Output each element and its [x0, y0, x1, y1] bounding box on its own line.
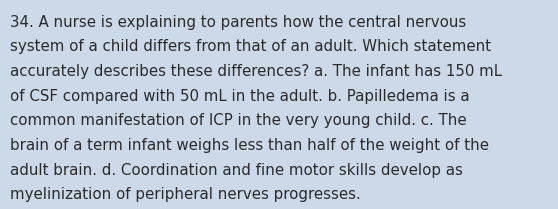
Text: system of a child differs from that of an adult. Which statement: system of a child differs from that of a…: [10, 39, 491, 54]
Text: brain of a term infant weighs less than half of the weight of the: brain of a term infant weighs less than …: [10, 138, 489, 153]
Text: common manifestation of ICP in the very young child. c. The: common manifestation of ICP in the very …: [10, 113, 466, 128]
Text: of CSF compared with 50 mL in the adult. b. Papilledema is a: of CSF compared with 50 mL in the adult.…: [10, 89, 470, 104]
Text: accurately describes these differences? a. The infant has 150 mL: accurately describes these differences? …: [10, 64, 502, 79]
Text: adult brain. d. Coordination and fine motor skills develop as: adult brain. d. Coordination and fine mo…: [10, 163, 463, 178]
Text: myelinization of peripheral nerves progresses.: myelinization of peripheral nerves progr…: [10, 187, 361, 202]
Text: 34. A nurse is explaining to parents how the central nervous: 34. A nurse is explaining to parents how…: [10, 15, 466, 30]
